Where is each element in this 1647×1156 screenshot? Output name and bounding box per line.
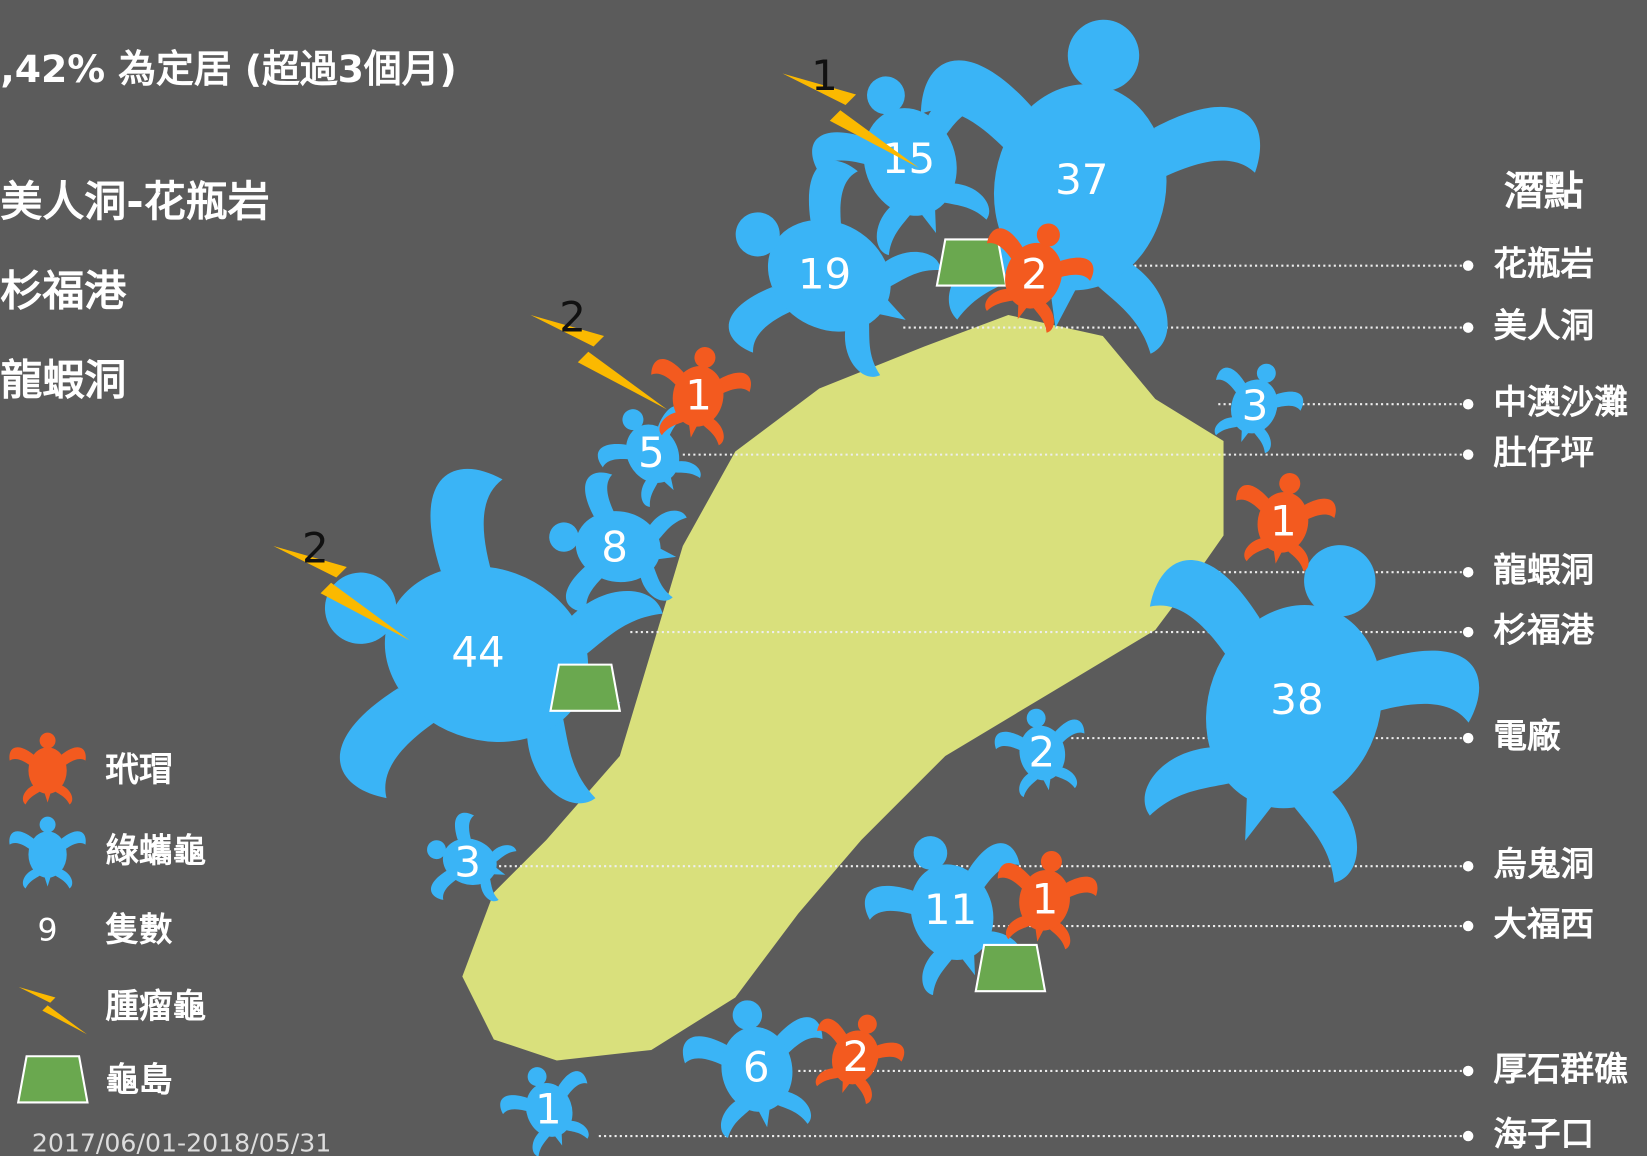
hawksbill-count: 1 [1270,496,1297,545]
leader-dot [1462,626,1474,638]
tumor-count: 1 [811,51,838,100]
hawksbill-count: 2 [1021,250,1048,299]
site-label: 龍蝦洞 [0,356,126,405]
header-title: ,42% 為定居 (超過3個月) [0,47,456,91]
legend-label: 龜島 [105,1060,172,1099]
legend-label: 玳瑁 [105,750,172,789]
legend-label: 隻數 [105,910,173,949]
legend-sample: 9 [38,912,58,948]
dive-spot-label: 厚石群礁 [1493,1049,1628,1088]
green-count: 15 [882,134,935,183]
leader-dot [1462,449,1474,460]
dive-spot-label: 花瓶岩 [1493,244,1594,283]
leader-dot [1462,260,1474,271]
green-count: 11 [924,885,977,934]
green-count: 38 [1270,675,1323,724]
dive-spot-label: 杉福港 [1493,611,1594,650]
dive-spot-label: 電廠 [1493,717,1561,756]
green-count: 37 [1055,155,1108,204]
legend-label: 綠蠵龜 [105,831,206,870]
tumor-bolt [18,986,87,1035]
green-count: 6 [743,1042,770,1091]
dive-spot-label: 海子口 [1493,1115,1594,1154]
dive-spots-title: 潛點 [1504,169,1584,215]
dive-spot-label: 龍蝦洞 [1493,551,1594,590]
tumor-bolt [530,314,668,410]
hawksbill-count: 1 [1032,874,1059,923]
tumor-count: 2 [559,293,586,342]
turtle-island-icon [16,1055,89,1104]
legend-label: 腫瘤龜 [105,986,206,1025]
leader-dot [1462,1065,1474,1077]
dive-spot-label: 美人洞 [1493,306,1594,345]
green-count: 3 [454,838,481,887]
green-count: 44 [451,628,504,677]
green-count: 2 [1029,727,1056,776]
leader-dot [1462,1130,1474,1142]
tumor-count: 2 [302,524,329,573]
tumor-bolt [782,73,920,168]
dive-spot-label: 大福西 [1493,905,1594,944]
date: 2017/06/01-2018/05/31 [32,1128,331,1156]
green-count: 8 [601,523,628,572]
island [462,314,1224,1061]
leader-dot [1462,732,1474,744]
hawksbill-count: 1 [685,370,712,419]
hawksbill-count: 2 [843,1032,870,1081]
tumor-bolt [273,545,410,641]
dive-spot-label: 烏鬼洞 [1493,845,1594,884]
leader-dot [1462,566,1474,578]
leader-dot [1462,920,1474,932]
leader-dot [1462,322,1474,333]
green-count: 3 [1242,381,1269,430]
turtle-island-icon [935,238,1008,287]
site-label: 杉福港 [0,266,127,315]
dive-spot-label: 肚仔坪 [1493,433,1594,472]
dive-spot-label: 中澳沙灘 [1493,383,1628,422]
leader-dot [1462,860,1474,872]
green-count: 5 [638,428,665,477]
leader-dot [1462,398,1474,410]
site-label: 美人洞-花瓶岩 [0,177,269,226]
green-count: 1 [535,1084,562,1133]
turtle-island-icon [549,663,622,712]
green-count: 19 [798,250,851,299]
turtle-island-icon [974,943,1047,993]
